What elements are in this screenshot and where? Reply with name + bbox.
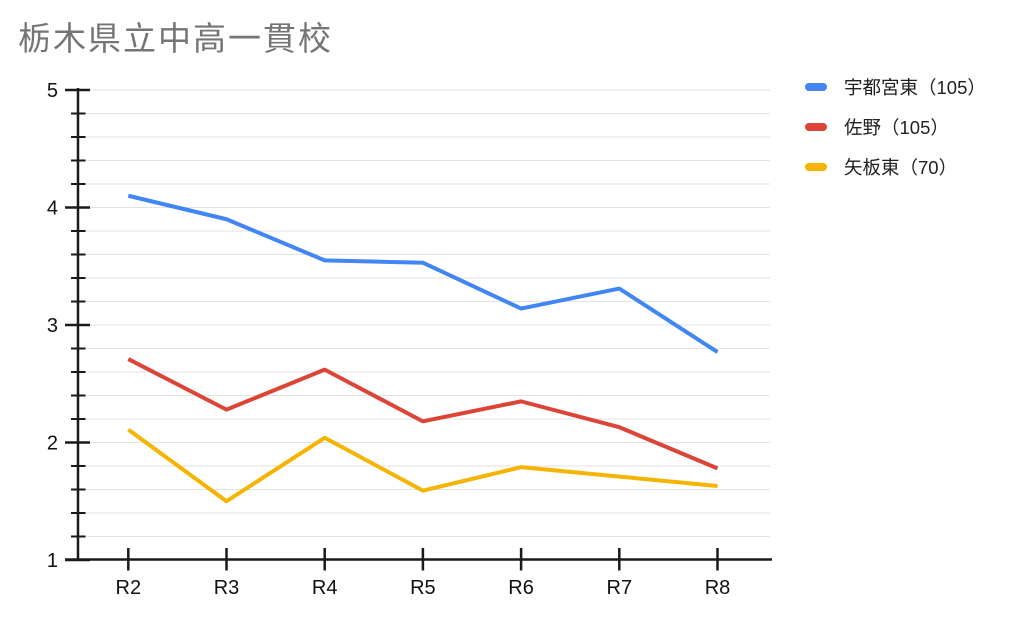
gridlines [84, 89, 770, 537]
svg-text:3: 3 [47, 315, 58, 337]
legend-item-1: 佐野（105） [805, 117, 986, 138]
svg-text:R4: R4 [312, 577, 338, 599]
legend-label: 佐野（105） [844, 116, 949, 138]
legend-label: 宇都宮東（105） [844, 76, 986, 98]
svg-text:R7: R7 [607, 577, 633, 599]
svg-text:1: 1 [47, 550, 58, 572]
series-line-0 [127, 193, 719, 354]
series-line-2 [127, 427, 718, 504]
svg-text:R5: R5 [410, 577, 436, 599]
svg-text:R6: R6 [508, 577, 534, 599]
svg-text:5: 5 [47, 80, 58, 102]
svg-text:4: 4 [47, 198, 58, 220]
chart-title: 栃木県立中高一貫校 [18, 20, 333, 57]
y-axis-ticks: 1 2 3 4 5 [47, 80, 90, 572]
legend-item-0: 宇都宮東（105） [805, 77, 986, 98]
chart-legend: 宇都宮東（105） 佐野（105） 矢板東（70） [805, 77, 986, 197]
svg-text:R2: R2 [116, 577, 142, 599]
legend-item-2: 矢板東（70） [805, 157, 986, 178]
legend-label: 矢板東（70） [844, 156, 958, 178]
svg-text:2: 2 [47, 433, 58, 455]
legend-swatch-icon [805, 162, 827, 171]
x-axis-ticks: R2 R3 R4 R5 R6 R7 R8 [116, 548, 731, 599]
svg-text:R8: R8 [705, 577, 731, 599]
legend-swatch-icon [805, 122, 827, 131]
series-line-1 [127, 357, 719, 471]
legend-swatch-icon [805, 82, 827, 91]
svg-text:R3: R3 [214, 577, 240, 599]
